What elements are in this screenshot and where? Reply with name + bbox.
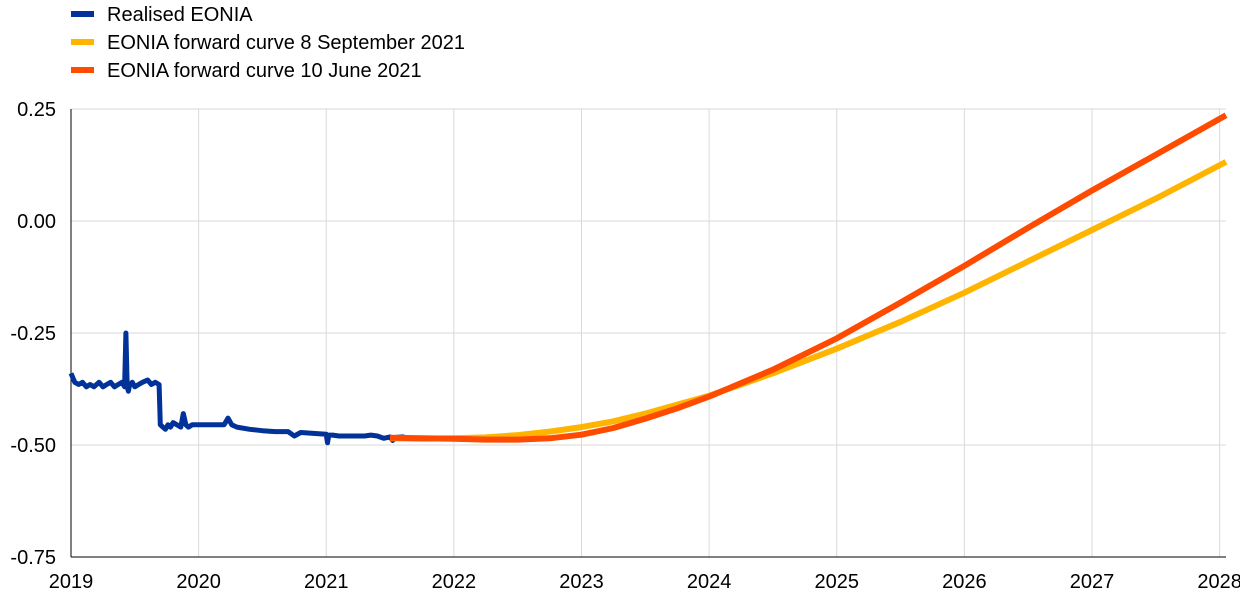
series-line-2 — [390, 159, 1228, 442]
x-tick-label: 2028 — [1197, 571, 1240, 593]
legend-label-2: EONIA forward curve 8 September 2021 — [107, 32, 465, 54]
y-tick-label: 0.25 — [17, 99, 56, 121]
y-tick-label: -0.50 — [10, 435, 56, 457]
x-tick-label: 2026 — [942, 571, 987, 593]
x-tick-label: 2024 — [687, 571, 732, 593]
x-tick-label: 2025 — [814, 571, 859, 593]
x-tick-label: 2022 — [432, 571, 477, 593]
tick-labels: 2019 2020 2021 2022 2023 2024 2025 2026 2027 2028… — [10, 99, 1240, 593]
series-line-1 — [68, 330, 410, 446]
axes — [70, 109, 1226, 558]
x-tick-label: 2019 — [49, 571, 94, 593]
legend-swatch-2 — [71, 39, 94, 45]
y-tick-label: -0.75 — [10, 547, 56, 569]
legend-label-1: Realised EONIA — [107, 4, 253, 26]
x-tick-label: 2023 — [559, 571, 604, 593]
grid — [71, 108, 1226, 557]
y-tick-label: -0.25 — [10, 323, 56, 345]
legend-swatch-1 — [71, 11, 94, 17]
legend: Realised EONIA EONIA forward curve 8 Sept… — [71, 4, 465, 82]
series-line-3 — [390, 112, 1228, 443]
legend-label-3: EONIA forward curve 10 June 2021 — [107, 60, 422, 82]
x-tick-label: 2021 — [304, 571, 349, 593]
series-group — [68, 112, 1228, 446]
y-tick-label: 0.00 — [17, 211, 56, 233]
x-tick-label: 2020 — [176, 571, 221, 593]
x-tick-label: 2027 — [1070, 571, 1115, 593]
legend-swatch-3 — [71, 67, 94, 73]
